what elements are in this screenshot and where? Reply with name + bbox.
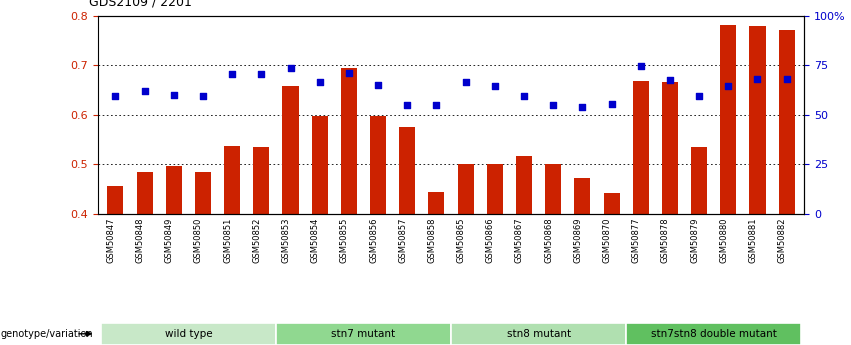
Text: GSM50869: GSM50869 — [574, 217, 582, 263]
Text: GSM50867: GSM50867 — [515, 217, 524, 263]
Point — [488, 83, 501, 89]
Point — [226, 71, 239, 77]
Point — [546, 102, 560, 108]
Text: GDS2109 / 2201: GDS2109 / 2201 — [89, 0, 192, 9]
Text: GSM50868: GSM50868 — [544, 217, 553, 263]
Point — [605, 101, 619, 107]
Text: wild type: wild type — [164, 329, 212, 339]
Point — [459, 80, 472, 85]
Bar — [399, 127, 415, 214]
Text: GSM50866: GSM50866 — [486, 217, 494, 263]
Text: GSM50880: GSM50880 — [719, 217, 728, 263]
Bar — [626, 323, 802, 345]
Point — [663, 77, 677, 83]
Bar — [283, 86, 299, 214]
Text: GSM50879: GSM50879 — [690, 217, 700, 263]
Text: GSM50870: GSM50870 — [603, 217, 612, 263]
Text: GSM50850: GSM50850 — [194, 217, 203, 263]
Point — [313, 80, 327, 85]
Bar — [458, 164, 474, 214]
Point — [342, 70, 356, 75]
Bar — [370, 116, 386, 214]
Bar — [633, 81, 648, 214]
Point — [722, 83, 735, 89]
Point — [138, 88, 151, 94]
Bar — [311, 116, 328, 214]
Text: GSM50851: GSM50851 — [223, 217, 232, 263]
Bar — [276, 323, 451, 345]
Bar — [166, 166, 182, 214]
Bar — [720, 26, 736, 214]
Text: GSM50854: GSM50854 — [311, 217, 320, 263]
Bar — [603, 193, 620, 214]
Text: GSM50855: GSM50855 — [340, 217, 349, 263]
Point — [693, 93, 706, 99]
Text: genotype/variation: genotype/variation — [1, 329, 94, 339]
Bar — [341, 68, 357, 214]
Bar — [100, 323, 276, 345]
Bar — [254, 147, 269, 214]
Bar — [428, 191, 444, 214]
Point — [196, 93, 209, 99]
Text: GSM50865: GSM50865 — [457, 217, 465, 263]
Point — [167, 92, 180, 98]
Bar — [224, 146, 240, 214]
Bar — [136, 172, 152, 214]
Bar — [750, 26, 766, 214]
Text: GSM50849: GSM50849 — [165, 217, 174, 263]
Text: stn7stn8 double mutant: stn7stn8 double mutant — [651, 329, 777, 339]
Text: GSM50847: GSM50847 — [106, 217, 116, 263]
Text: GSM50848: GSM50848 — [135, 217, 145, 263]
Point — [109, 93, 123, 99]
Bar — [451, 323, 626, 345]
Point — [401, 102, 414, 108]
Point — [780, 76, 793, 82]
Bar — [516, 156, 532, 214]
Bar — [545, 164, 561, 214]
Text: GSM50881: GSM50881 — [749, 217, 757, 263]
Bar — [487, 164, 503, 214]
Bar — [574, 178, 591, 214]
Bar — [195, 172, 211, 214]
Bar — [779, 30, 795, 214]
Point — [371, 82, 385, 88]
Point — [751, 76, 764, 82]
Bar — [691, 147, 707, 214]
Text: stn8 mutant: stn8 mutant — [506, 329, 571, 339]
Bar — [662, 82, 678, 214]
Point — [254, 71, 268, 77]
Text: GSM50877: GSM50877 — [631, 217, 641, 263]
Text: GSM50852: GSM50852 — [252, 217, 261, 263]
Point — [575, 105, 589, 110]
Bar — [107, 186, 123, 214]
Text: GSM50856: GSM50856 — [369, 217, 378, 263]
Point — [430, 102, 443, 108]
Point — [283, 65, 297, 70]
Text: GSM50858: GSM50858 — [427, 217, 437, 263]
Point — [634, 63, 648, 69]
Text: GSM50857: GSM50857 — [398, 217, 408, 263]
Text: stn7 mutant: stn7 mutant — [331, 329, 396, 339]
Text: GSM50853: GSM50853 — [282, 217, 290, 263]
Point — [517, 93, 531, 99]
Text: GSM50882: GSM50882 — [778, 217, 786, 263]
Text: GSM50878: GSM50878 — [661, 217, 670, 263]
